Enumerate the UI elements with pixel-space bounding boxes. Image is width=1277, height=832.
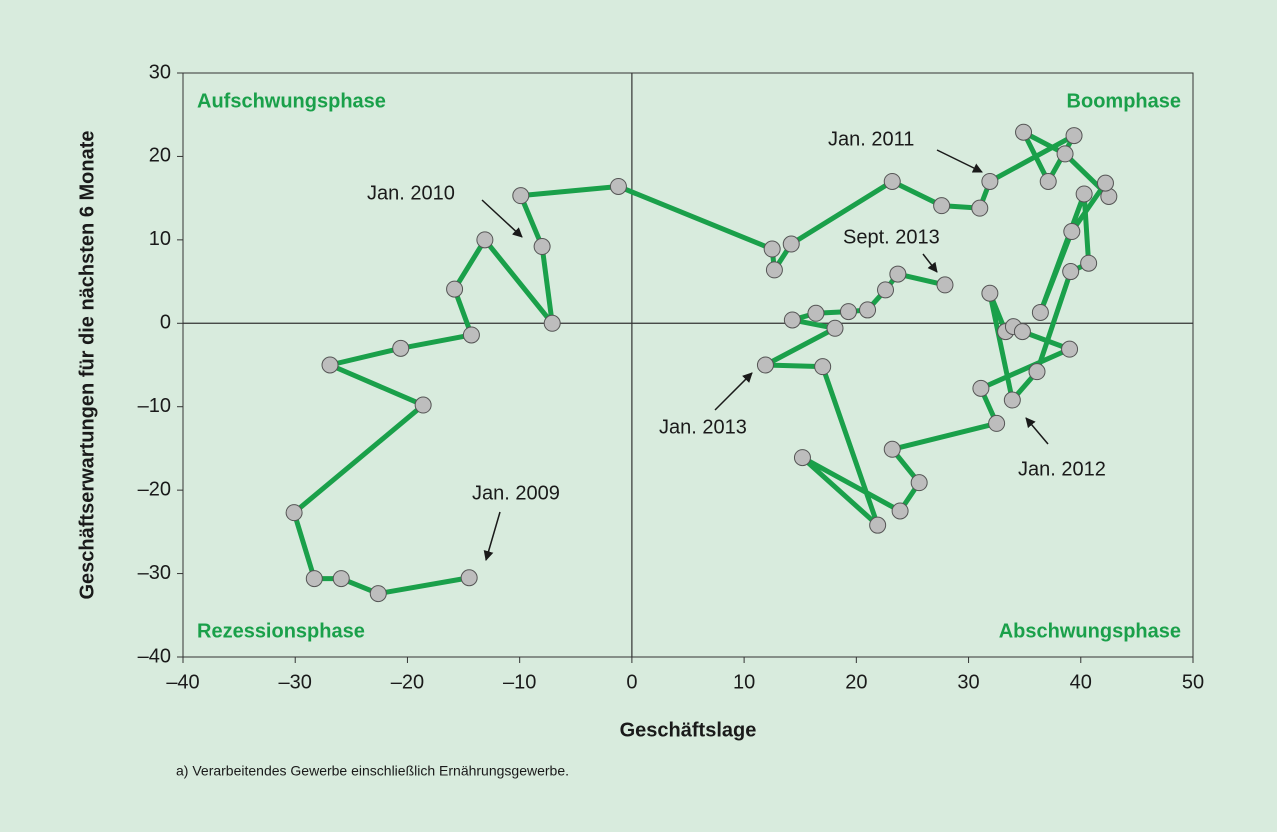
y-tick-label: 0: [160, 312, 171, 334]
point: [783, 311, 801, 329]
annotation: Jan. 2011: [828, 128, 914, 150]
footnote: a) Verarbeitendes Gewerbe einschließlich…: [176, 763, 569, 779]
annotations: Jan. 2009 Jan. 2010 Jan. 2011 Sept. 2013…: [367, 128, 1106, 561]
y-tick-label: –10: [138, 395, 171, 417]
point: [814, 358, 832, 376]
point: [869, 516, 887, 534]
point: [859, 301, 877, 319]
x-tick-label: –30: [279, 671, 312, 693]
quadrant-label: Aufschwungsphase: [197, 90, 386, 112]
point: [1061, 340, 1079, 358]
plot-frame: [182, 72, 1194, 658]
x-tick-label: –20: [391, 671, 424, 693]
y-tick-label: 10: [149, 228, 171, 250]
point: [883, 440, 901, 458]
point: [972, 379, 990, 397]
point: [1015, 123, 1033, 141]
point: [332, 570, 350, 588]
y-axis-label: Geschäftserwartungen für die nächsten 6 …: [76, 131, 98, 600]
point: [392, 339, 410, 357]
annotation-arrow: [936, 149, 983, 173]
point: [1062, 263, 1080, 281]
point: [285, 504, 303, 522]
point: [1003, 391, 1021, 409]
point: [476, 231, 494, 249]
point: [1031, 303, 1049, 321]
quadrant-label: Rezessionsphase: [197, 620, 365, 642]
point: [782, 235, 800, 253]
annotation: Jan. 2010: [367, 182, 455, 204]
point: [933, 197, 951, 215]
y-tick-label: 20: [149, 145, 171, 167]
point: [981, 172, 999, 190]
point: [543, 314, 561, 332]
point: [877, 281, 895, 299]
annotation-arrow: [1025, 417, 1049, 445]
point: [765, 261, 783, 279]
point: [462, 326, 480, 344]
quadrant-label: Boomphase: [1067, 90, 1181, 112]
point: [1039, 172, 1057, 190]
point: [889, 265, 907, 283]
y-tick-label: –20: [138, 478, 171, 500]
point: [756, 356, 774, 374]
point: [533, 238, 551, 256]
x-tick-label: 0: [626, 671, 637, 693]
annotation-arrow: [483, 511, 501, 561]
point: [936, 276, 954, 294]
x-axis-label: Geschäftslage: [620, 719, 757, 741]
quadrant-label: Abschwungsphase: [999, 620, 1181, 642]
point: [305, 570, 323, 588]
annotation: Jan. 2013: [659, 416, 747, 438]
point: [826, 319, 844, 337]
x-tick-label: 40: [1070, 671, 1092, 693]
point: [981, 284, 999, 302]
point: [512, 187, 530, 205]
point: [1065, 127, 1083, 145]
point: [988, 414, 1006, 432]
point: [609, 177, 627, 195]
point: [369, 585, 387, 603]
point: [321, 356, 339, 374]
annotation-arrow: [481, 199, 523, 238]
point: [883, 172, 901, 190]
point: [807, 304, 825, 322]
x-tick-label: 10: [733, 671, 755, 693]
point: [1096, 174, 1114, 192]
annotation: Jan. 2012: [1018, 458, 1106, 480]
point: [1013, 323, 1031, 341]
point: [839, 303, 857, 321]
point: [763, 240, 781, 258]
annotation: Sept. 2013: [843, 226, 940, 248]
annotation-arrow: [922, 253, 938, 273]
y-tick-label: –30: [138, 562, 171, 584]
x-tick-label: 30: [957, 671, 979, 693]
x-tick-label: 50: [1182, 671, 1204, 693]
point: [414, 396, 432, 414]
point: [1063, 223, 1081, 241]
point: [910, 474, 928, 492]
point: [793, 449, 811, 467]
point: [971, 199, 989, 217]
point: [891, 502, 909, 520]
annotation: Jan. 2009: [472, 482, 560, 504]
y-tick-label: –40: [138, 645, 171, 667]
x-tick-label: –40: [166, 671, 199, 693]
x-tick-label: 20: [845, 671, 867, 693]
annotation-arrow: [714, 372, 753, 411]
y-tick-label: 30: [149, 61, 171, 83]
x-tick-label: –10: [503, 671, 536, 693]
point: [1028, 363, 1046, 381]
point: [460, 569, 478, 587]
point: [1080, 254, 1098, 272]
point: [1056, 145, 1074, 163]
point: [1075, 185, 1093, 203]
point: [446, 280, 464, 298]
